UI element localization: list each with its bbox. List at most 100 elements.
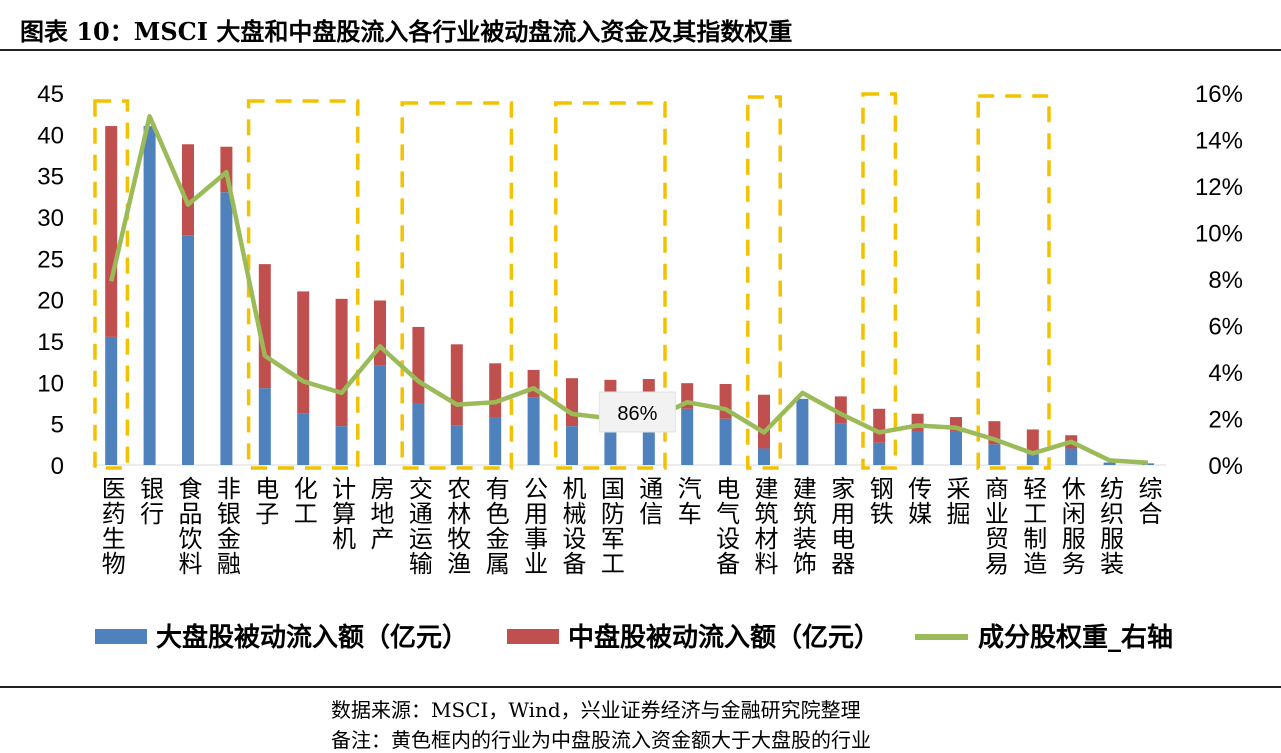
left-axis-tick-label: 40 [37, 122, 64, 149]
category-label: 国防军工 [596, 476, 624, 576]
right-axis-tick-label: 0% [1208, 453, 1243, 480]
category-label: 纺织服装 [1096, 476, 1124, 576]
bar-mid-cap [105, 126, 118, 337]
category-label: 汽车 [673, 476, 701, 526]
legend-label-mid-cap: 中盘股被动流入额（亿元） [568, 622, 880, 653]
bar-large-cap [796, 398, 809, 465]
annotation-box [598, 391, 676, 433]
bar-mid-cap [489, 363, 502, 418]
bar-large-cap [220, 192, 233, 465]
left-axis-tick-label: 20 [37, 288, 64, 315]
bar-large-cap [681, 408, 694, 465]
bar-large-cap [335, 426, 348, 465]
bar-large-cap [950, 431, 962, 465]
remark-note: 备注：黄色框内的行业为中盘股流入资金额大于大盘股的行业 [331, 728, 871, 752]
category-label: 机械设备 [558, 476, 586, 576]
category-label: 非银金融 [212, 476, 240, 576]
bar-large-cap [719, 418, 732, 465]
bar-large-cap [412, 403, 425, 465]
category-label: 休闲服务 [1057, 476, 1085, 576]
bar-large-cap [527, 397, 540, 465]
right-axis-tick-label: 6% [1208, 314, 1243, 341]
bar-large-cap [604, 429, 617, 465]
bar-mid-cap [374, 300, 386, 366]
highlight-box [93, 99, 130, 470]
right-axis-tick-label: 8% [1208, 267, 1243, 294]
category-label: 综合 [1134, 476, 1162, 526]
left-axis-tick-label: 15 [37, 329, 64, 356]
bar-large-cap [911, 431, 924, 465]
source-note: 数据来源：MSCI，Wind，兴业证券经济与金融研究院整理 [331, 698, 861, 722]
highlight-box [861, 92, 898, 470]
bar-mid-cap [182, 144, 194, 236]
bar-large-cap [297, 413, 310, 465]
bar-large-cap [1026, 454, 1039, 465]
highlight-box [400, 101, 514, 470]
right-axis-tick-label: 2% [1208, 407, 1243, 434]
category-label: 建筑材料 [750, 476, 778, 576]
legend-swatch-mid-cap [507, 629, 559, 644]
bar-large-cap [1142, 463, 1154, 465]
category-label: 轻工制造 [1019, 476, 1047, 576]
bar-large-cap [873, 442, 886, 465]
bar-large-cap [450, 425, 463, 465]
category-label: 采掘 [942, 476, 970, 526]
bar-large-cap [834, 423, 847, 465]
left-axis-tick-label: 10 [37, 370, 64, 397]
bar-mid-cap [412, 326, 425, 403]
bar-mid-cap [450, 344, 463, 426]
category-label: 钢铁 [865, 476, 893, 526]
left-axis-tick-label: 25 [37, 246, 64, 273]
right-axis-tick-label: 10% [1195, 221, 1243, 248]
bar-large-cap [1065, 448, 1078, 465]
bar-large-cap [642, 431, 655, 465]
category-label: 家用电器 [827, 476, 855, 576]
bar-large-cap [566, 426, 578, 465]
highlight-box [554, 101, 667, 470]
bar-mid-cap [873, 408, 886, 443]
bar-large-cap [489, 417, 502, 465]
bar-large-cap [105, 336, 118, 465]
bar-large-cap [374, 365, 386, 465]
title-rule [0, 49, 1281, 51]
bar-large-cap [143, 126, 156, 466]
legend-label-large-cap: 大盘股被动流入额（亿元） [156, 622, 468, 653]
category-label: 电气设备 [712, 476, 740, 576]
left-axis-tick-label: 35 [37, 164, 64, 191]
figure-title: 图表 10：MSCI 大盘和中盘股流入各行业被动盘流入资金及其指数权重 [20, 17, 793, 46]
category-label: 公用事业 [520, 476, 548, 576]
right-axis-tick-label: 12% [1195, 174, 1243, 201]
category-label: 传媒 [904, 476, 932, 526]
left-axis-tick-label: 0 [51, 453, 64, 480]
category-label: 食品饮料 [174, 476, 202, 576]
footer-rule [0, 686, 1281, 688]
bar-mid-cap [911, 413, 924, 432]
bar-large-cap [258, 388, 271, 465]
right-axis-tick-label: 14% [1195, 128, 1243, 155]
category-label: 农林牧渔 [443, 476, 471, 576]
category-label: 电子 [251, 476, 279, 526]
category-label: 化工 [289, 476, 317, 526]
legend-label-weight: 成分股权重_右轴 [978, 623, 1173, 653]
bar-mid-cap [297, 291, 310, 414]
chart: 0 5 10 15 20 25 30 35 40 45 0% 2% 4% 6% 8% 10% 12% 14% 16%… [37, 81, 1243, 653]
legend-swatch-large-cap [95, 629, 147, 644]
left-axis-tick-label: 45 [37, 81, 64, 108]
category-label: 房地产 [366, 476, 394, 551]
bar-mid-cap [758, 394, 770, 449]
highlight-box [746, 95, 782, 470]
category-label: 银行 [136, 476, 164, 526]
bar-large-cap [1103, 462, 1116, 465]
left-axis-tick-label: 5 [51, 412, 64, 439]
highlight-box [976, 94, 1051, 470]
bar-large-cap [758, 448, 770, 465]
category-label: 医药生物 [97, 476, 125, 576]
bar-mid-cap [1026, 429, 1039, 455]
bar-mid-cap [566, 378, 578, 427]
category-label: 通信 [635, 476, 663, 526]
annotation-label: 86% [617, 403, 657, 425]
right-axis-tick-label: 4% [1208, 360, 1243, 387]
left-axis-tick-label: 30 [37, 205, 64, 232]
category-label: 建筑装饰 [788, 476, 816, 576]
category-label: 有色金属 [481, 476, 509, 576]
